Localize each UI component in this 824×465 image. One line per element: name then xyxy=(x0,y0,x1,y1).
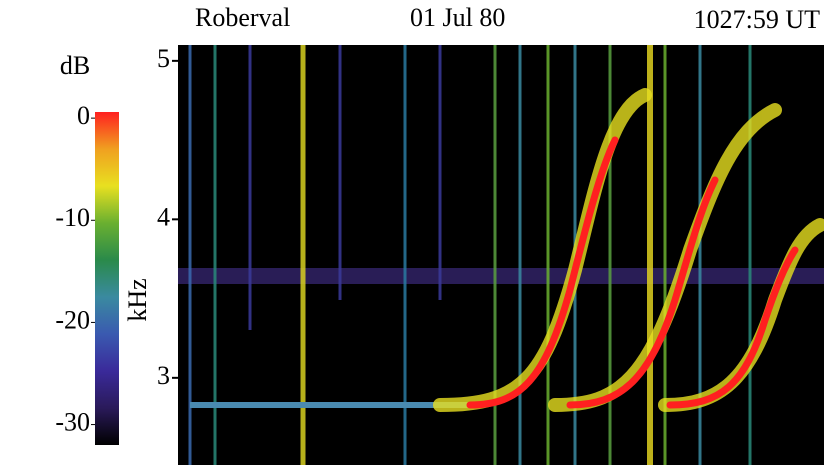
time-label: 1027:59 UT xyxy=(694,5,821,34)
colorbar xyxy=(95,112,119,445)
date-label: 01 Jul 80 xyxy=(410,3,505,32)
station-label: Roberval xyxy=(195,3,290,32)
colorbar-label: dB xyxy=(60,51,90,80)
y-tick-label: 5 xyxy=(157,44,170,73)
colorbar-tick-label: -30 xyxy=(55,408,90,437)
colorbar-tick-label: -20 xyxy=(55,305,90,334)
y-tick-label: 3 xyxy=(157,361,170,390)
colorbar-tick-label: -10 xyxy=(55,203,90,232)
y-tick-label: 4 xyxy=(157,202,170,231)
y-axis-label: kHz xyxy=(123,278,152,321)
spectrogram-image xyxy=(178,45,824,465)
colorbar-tick-label: 0 xyxy=(77,101,90,130)
